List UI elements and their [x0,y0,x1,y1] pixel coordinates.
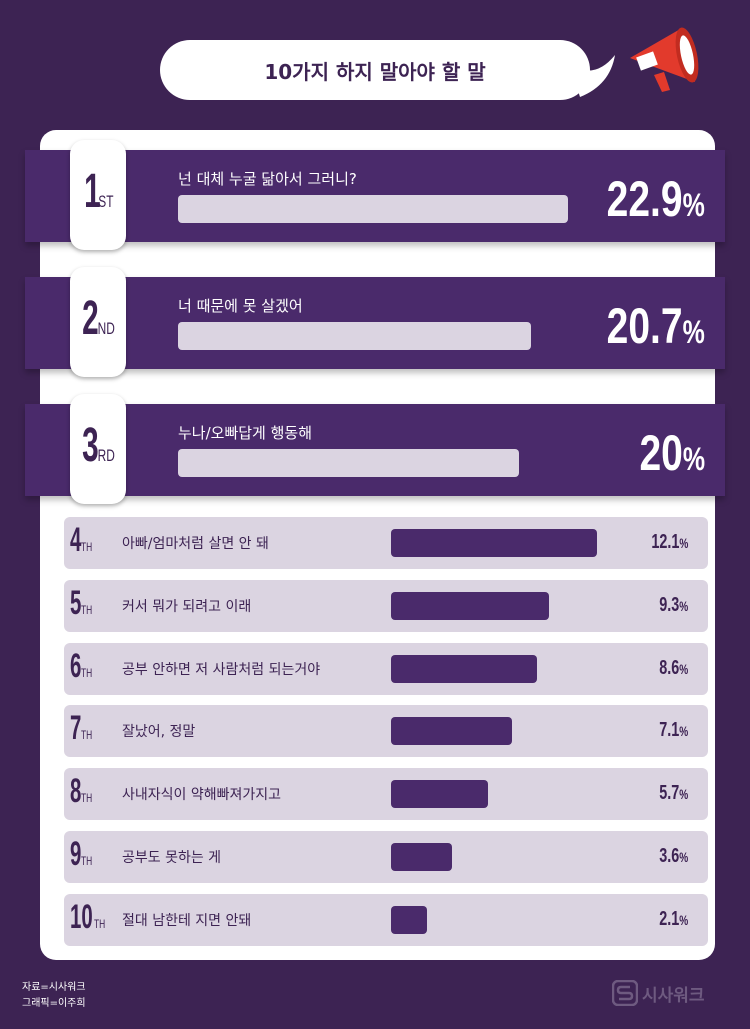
value-unit: % [682,441,705,477]
page-title: 10가지 하지 말아야 할 말 [264,59,486,84]
rank-number: 7 [70,709,82,747]
value-unit: % [679,723,688,739]
rank-number: 5 [70,584,82,622]
item-label: 아빠/엄마처럼 살면 안 돼 [122,536,269,552]
publisher-logo: 시사워크 [612,980,705,1006]
bar [178,449,519,477]
rank-suffix: ST [98,192,114,211]
item-label: 공부 안하면 저 사람처럼 되는거야 [122,662,321,678]
rank-suffix: ND [97,319,115,338]
rank-number: 2 [82,292,99,345]
item-label: 넌 대체 누굴 닮아서 그러니? [178,170,357,188]
rank-suffix: RD [97,446,115,465]
rank-number: 3 [82,419,99,472]
rank-badge: 9 TH [70,837,97,871]
rank-suffix: TH [80,791,93,805]
value-unit: % [682,314,705,350]
rank-suffix: TH [80,603,93,617]
value-unit: % [679,912,688,928]
data-label: 5.7% [659,782,688,805]
source-text: 자료=시사워크 [22,982,86,993]
list-item: 7 TH 잘났어, 정말 7.1% [64,705,708,757]
rank-badge: 3 RD [70,394,126,504]
bar [391,843,452,871]
source-note: 자료=시사워크 그래픽=이주희 [22,980,86,1012]
item-label: 절대 남한테 지면 안돼 [122,913,252,929]
list-item: 4 TH 아빠/엄마처럼 살면 안 돼 12.1% [64,517,708,569]
value-unit: % [679,598,688,614]
sisawork-logo-icon [612,980,638,1006]
bar [391,906,427,934]
rank-number: 1 [83,165,101,218]
item-label: 누나/오빠답게 행동해 [178,424,313,442]
bar [391,592,549,620]
value-unit: % [679,661,688,677]
bar [178,322,531,350]
rank-badge: 2 ND [70,267,126,377]
value-unit: % [682,187,705,223]
rank-number: 6 [70,647,82,685]
bar [391,780,488,808]
value-text: 22.9 [606,171,683,227]
rank-suffix: TH [93,917,106,931]
bubble-tail [570,55,615,97]
data-label: 7.1% [659,719,688,742]
bar [391,529,597,557]
list-item: 6 TH 공부 안하면 저 사람처럼 되는거야 8.6% [64,643,708,695]
rank-suffix: TH [80,728,93,742]
data-label: 9.3% [659,594,688,617]
rank-badge: 8 TH [70,774,97,808]
data-label: 2.1% [659,908,688,931]
data-label: 3.6% [659,845,688,868]
title-bubble: 10가지 하지 말아야 할 말 [160,40,590,100]
value-text: 2.1 [659,908,680,930]
list-item: 10 TH 절대 남한테 지면 안돼 2.1% [64,894,708,946]
value-text: 9.3 [659,594,680,616]
logo-text: 시사워크 [642,985,705,1006]
data-label: 8.6% [659,657,688,680]
rank-suffix: TH [80,666,93,680]
rank-badge: 4 TH [70,523,97,557]
item-label: 잘났어, 정말 [122,724,196,740]
rank-badge: 6 TH [70,649,97,683]
rank-number: 10 [70,898,93,936]
value-text: 20.7 [606,298,683,354]
rank-badge: 10 TH [70,900,110,934]
value-text: 3.6 [659,845,680,867]
item-label: 사내자식이 약해빠져가지고 [122,787,282,803]
value-text: 20 [639,425,683,481]
rank-suffix: TH [80,540,93,554]
rank-number: 8 [70,772,82,810]
value-unit: % [679,849,688,865]
data-label: 12.1% [651,531,688,554]
bar [391,717,512,745]
data-label: 20.7% [607,301,705,351]
megaphone-icon [630,27,699,92]
data-label: 20% [639,428,705,478]
rank-number: 9 [70,835,82,873]
rank-badge: 7 TH [70,711,97,745]
value-text: 7.1 [659,719,680,741]
rank-badge: 5 TH [70,586,97,620]
rank-number: 4 [70,521,82,559]
value-unit: % [679,786,688,802]
rank-suffix: TH [80,854,93,868]
value-text: 8.6 [659,657,680,679]
rank-badge: 1 ST [70,140,126,250]
item-label: 공부도 못하는 게 [122,850,222,866]
value-text: 5.7 [659,782,680,804]
bar [178,195,568,223]
list-item: 8 TH 사내자식이 약해빠져가지고 5.7% [64,768,708,820]
item-label: 커서 뭐가 되려고 이래 [122,599,252,615]
value-unit: % [679,535,688,551]
value-text: 12.1 [650,531,680,553]
item-label: 너 때문에 못 살겠어 [178,297,303,315]
list-item: 9 TH 공부도 못하는 게 3.6% [64,831,708,883]
graphic-credit: 그래픽=이주희 [22,998,86,1009]
bar [391,655,537,683]
list-item: 5 TH 커서 뭐가 되려고 이래 9.3% [64,580,708,632]
data-label: 22.9% [607,174,705,224]
